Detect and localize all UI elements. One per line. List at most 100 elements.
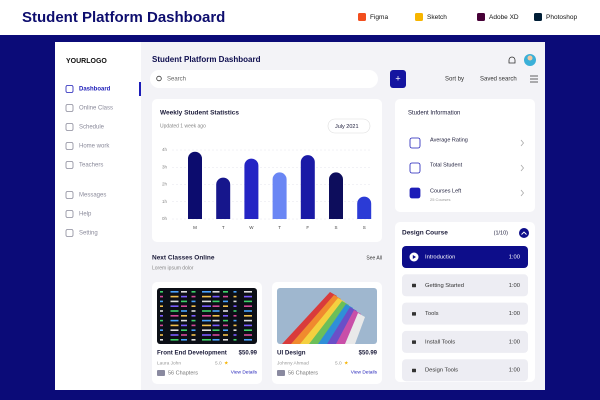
search-placeholder: Search [167, 77, 186, 83]
nav-icon [65, 85, 74, 93]
code-line [244, 305, 252, 307]
bar [244, 158, 259, 219]
nav-item[interactable]: Setting [79, 231, 98, 237]
info-icon [409, 162, 421, 174]
see-all[interactable]: See All [366, 255, 382, 261]
code-line [202, 295, 211, 298]
code-line [170, 315, 179, 317]
code-line [181, 291, 187, 293]
chevron[interactable] [520, 189, 525, 197]
code-line [170, 300, 179, 303]
nav-item[interactable]: Home work [79, 144, 110, 150]
bell-icon[interactable] [508, 56, 516, 64]
chevron[interactable] [520, 139, 525, 147]
add-icon: + [395, 73, 400, 83]
swatch [291, 295, 341, 344]
chapters-icon [157, 370, 165, 376]
code-line [181, 300, 187, 303]
lesson-time: 1:00 [509, 311, 520, 317]
swatch [300, 298, 345, 344]
nav-icon [65, 210, 74, 218]
saved-search[interactable]: Saved search [480, 77, 517, 83]
classes-subtitle: Lorem ipsum dolor [152, 265, 194, 271]
code-line [160, 339, 163, 341]
code-line [160, 295, 163, 298]
search-box[interactable] [150, 70, 378, 88]
code-line [202, 300, 211, 303]
code-line [223, 305, 228, 307]
info-title: Student Information [408, 111, 460, 117]
nav-icon [65, 161, 74, 169]
sort-label[interactable]: Sort by [445, 77, 464, 83]
nav-item[interactable]: Online Class [79, 106, 113, 112]
nav-item[interactable]: Messages [79, 193, 106, 199]
code-line [160, 305, 163, 307]
code-line [212, 291, 220, 293]
nav-icon [65, 104, 74, 112]
add-button[interactable] [390, 70, 406, 88]
code-line [160, 310, 163, 312]
lesson-time: 1:00 [509, 255, 520, 261]
code-line [233, 305, 237, 307]
nav-item[interactable]: Schedule [79, 125, 105, 131]
y-tick-label: 4h [162, 147, 168, 152]
code-line [202, 324, 211, 327]
code-line [233, 324, 237, 327]
code-line [191, 319, 196, 322]
lesson-row[interactable] [402, 246, 528, 268]
code-line [191, 291, 196, 293]
code-line [233, 300, 237, 303]
code-line [181, 324, 187, 327]
tool-label: Photoshop [546, 14, 577, 21]
code-line [212, 300, 220, 303]
filter-icon[interactable] [530, 75, 538, 83]
code-line [160, 291, 163, 293]
lock-icon [412, 283, 416, 288]
chevron[interactable] [520, 164, 525, 172]
code-line [191, 300, 196, 303]
nav-item[interactable]: Dashboard [79, 87, 111, 93]
code-line [233, 291, 237, 293]
collapse-button[interactable] [519, 228, 529, 238]
code-line [191, 324, 196, 327]
x-tick-label: W [249, 225, 254, 230]
class-link[interactable]: View Details [231, 369, 258, 375]
avatar-face [527, 55, 533, 61]
code-line [233, 295, 237, 298]
code-line [181, 334, 187, 336]
info-card [395, 99, 535, 212]
code-line [170, 329, 179, 331]
x-tick-label: S [334, 225, 337, 230]
logo: YOURLOGO [66, 58, 107, 65]
lesson-row[interactable] [402, 302, 528, 325]
play-triangle [412, 255, 416, 259]
info-icon [409, 187, 421, 199]
lock-icon [412, 368, 416, 373]
nav-item[interactable]: Teachers [79, 163, 103, 169]
period-dropdown[interactable] [327, 118, 371, 134]
swatch [345, 313, 365, 344]
tool-label: Adobe XD [489, 14, 519, 21]
info-icon [409, 137, 421, 149]
nav-item[interactable]: Help [79, 212, 92, 218]
lesson-row[interactable] [402, 330, 528, 353]
nav-icon [65, 142, 74, 150]
class-link[interactable]: View Details [351, 369, 378, 375]
code-line [244, 324, 252, 327]
code-line [223, 329, 228, 331]
code-line [244, 329, 252, 331]
sidebar [55, 42, 141, 390]
y-tick-label: 2h [162, 182, 168, 187]
code-line [244, 291, 252, 293]
lesson-row[interactable] [402, 274, 528, 297]
tool-icon [358, 13, 366, 21]
bar [329, 172, 343, 219]
code-line [170, 295, 179, 298]
class-title: Front End Development [157, 350, 227, 357]
code-line [233, 339, 237, 341]
code-line [244, 339, 252, 341]
code-line [170, 319, 179, 322]
lesson-row[interactable] [402, 359, 528, 382]
